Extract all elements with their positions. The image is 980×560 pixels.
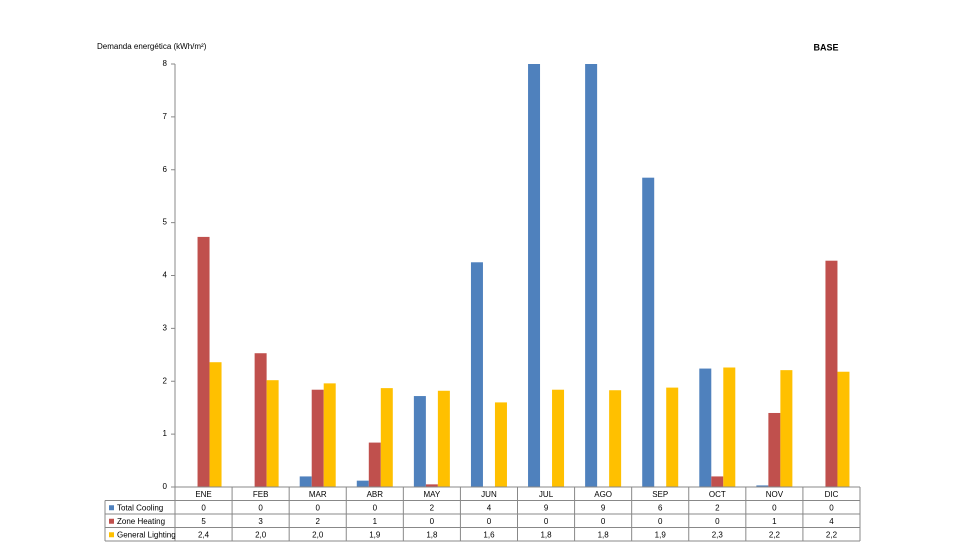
bar: [723, 367, 736, 487]
table-value: 2,0: [312, 530, 324, 539]
y-tick-label: 4: [163, 271, 168, 280]
bar: [494, 402, 507, 487]
table-value: 4: [487, 503, 492, 512]
table-value: 0: [201, 503, 206, 512]
table-value: 2,0: [255, 530, 267, 539]
table-value: 1: [373, 517, 378, 526]
y-tick-label: 1: [163, 429, 168, 438]
bar: [266, 380, 279, 487]
table-value: 2: [715, 503, 720, 512]
table-value: 2,3: [712, 530, 724, 539]
bar: [756, 485, 769, 487]
bar: [209, 362, 222, 487]
x-tick-label: SEP: [652, 490, 668, 499]
bar: [609, 390, 622, 487]
table-value: 2,4: [198, 530, 210, 539]
legend-key: [109, 532, 114, 538]
bar: [413, 396, 426, 487]
bar: [323, 383, 336, 487]
x-tick-label: FEB: [253, 490, 269, 499]
bar: [311, 389, 324, 487]
table-value: 4: [829, 517, 834, 526]
table-value: 1,9: [655, 530, 667, 539]
legend-label: Zone Heating: [117, 517, 165, 526]
y-tick-label: 2: [163, 376, 168, 385]
table-value: 2: [315, 517, 320, 526]
table-value: 3: [258, 517, 263, 526]
legend-label: General Lighting: [117, 530, 176, 539]
bar: [380, 388, 393, 487]
bar: [254, 353, 267, 487]
legend-label: Total Cooling: [117, 503, 163, 512]
table-value: 0: [487, 517, 492, 526]
bar: [437, 390, 450, 487]
table-value: 0: [829, 503, 834, 512]
y-tick-label: 3: [163, 323, 168, 332]
bar: [368, 442, 381, 487]
x-tick-label: DIC: [825, 490, 839, 499]
table-value: 0: [258, 503, 263, 512]
y-tick-label: 6: [163, 165, 168, 174]
chart-title: BASE: [813, 42, 838, 52]
table-value: 0: [315, 503, 320, 512]
table-value: 0: [601, 517, 606, 526]
bar: [197, 236, 210, 487]
bar: [528, 64, 541, 487]
y-tick-label: 8: [163, 59, 168, 68]
table-value: 0: [373, 503, 378, 512]
x-tick-label: JUL: [539, 490, 554, 499]
table-value: 2: [430, 503, 435, 512]
bar: [825, 260, 838, 487]
bar: [470, 262, 483, 487]
x-tick-label: ABR: [367, 490, 384, 499]
bar: [425, 484, 438, 487]
bar: [299, 476, 312, 487]
bar: [780, 370, 793, 487]
x-tick-label: JUN: [481, 490, 497, 499]
table-value: 1,8: [598, 530, 610, 539]
bar: [552, 389, 565, 487]
x-tick-label: AGO: [594, 490, 612, 499]
bar: [356, 480, 369, 487]
table-value: 9: [544, 503, 549, 512]
x-tick-label: NOV: [766, 490, 784, 499]
table-value: 1,8: [540, 530, 552, 539]
table-value: 0: [715, 517, 720, 526]
bar: [837, 371, 850, 487]
table-value: 9: [601, 503, 606, 512]
legend-key: [109, 505, 114, 511]
bar: [642, 177, 655, 487]
table-value: 2,2: [769, 530, 781, 539]
x-tick-label: MAR: [309, 490, 327, 499]
bar: [711, 476, 724, 487]
table-value: 2,2: [826, 530, 838, 539]
bar: [699, 368, 712, 487]
table-value: 1,6: [483, 530, 495, 539]
bar: [768, 412, 781, 487]
bar: [585, 64, 598, 487]
plot-area: [197, 64, 850, 487]
table-value: 0: [430, 517, 435, 526]
table-value: 0: [772, 503, 777, 512]
x-tick-label: MAY: [424, 490, 441, 499]
table-value: 1,9: [369, 530, 381, 539]
x-tick-label: OCT: [709, 490, 726, 499]
table-value: 6: [658, 503, 663, 512]
legend-key: [109, 518, 114, 524]
y-tick-label: 5: [163, 218, 168, 227]
y-tick-label: 7: [163, 112, 168, 121]
bar: [666, 387, 679, 487]
x-tick-label: ENE: [195, 490, 211, 499]
table-value: 0: [544, 517, 549, 526]
table-value: 1,8: [426, 530, 438, 539]
y-axis-title: Demanda energética (kWh/m²): [97, 42, 207, 51]
table-value: 1: [772, 517, 777, 526]
table-value: 0: [658, 517, 663, 526]
y-tick-label: 0: [163, 482, 168, 491]
table-value: 5: [201, 517, 206, 526]
